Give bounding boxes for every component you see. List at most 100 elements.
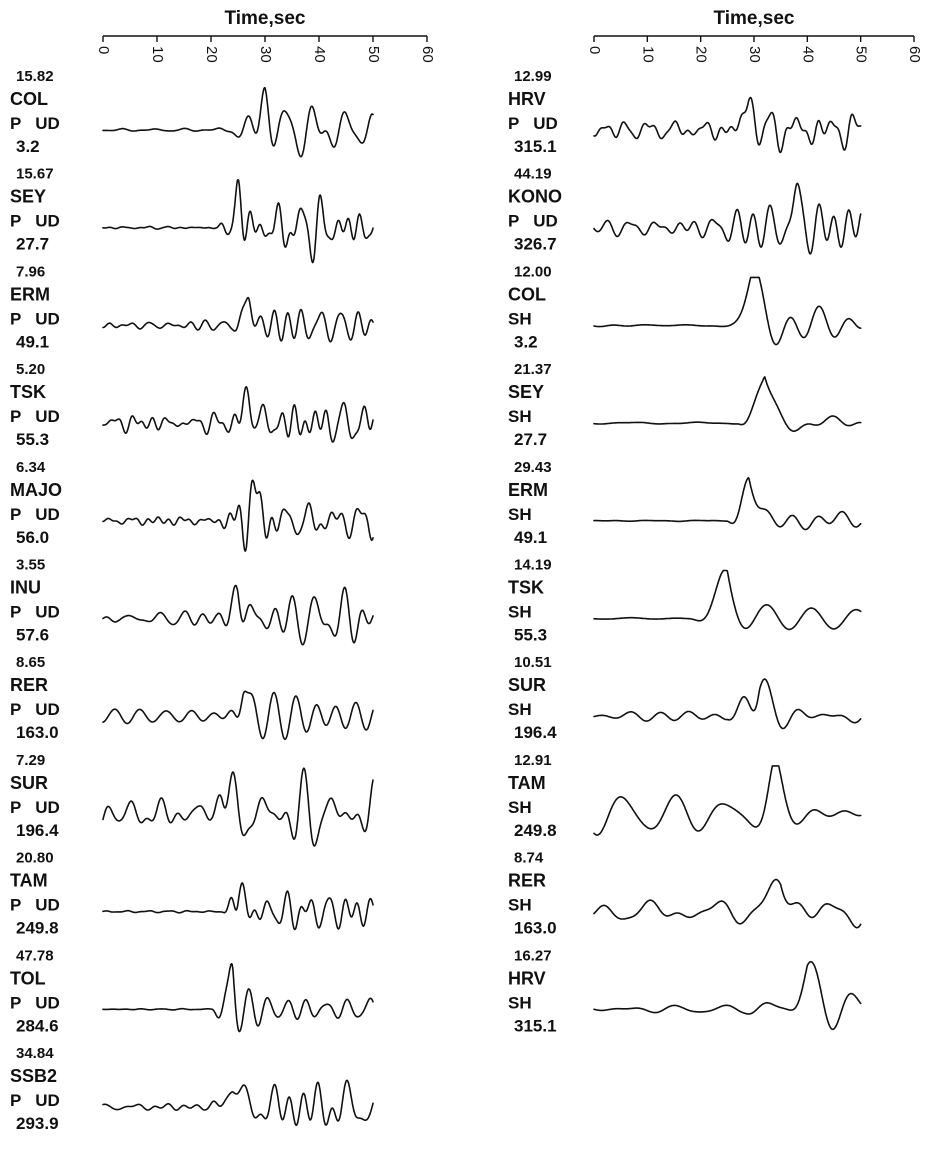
x-tick-label: 10 xyxy=(639,46,656,63)
station-label: RER xyxy=(10,675,48,695)
component-label: P UD xyxy=(10,896,60,915)
x-tick-label: 0 xyxy=(586,46,603,54)
waveform-trace xyxy=(593,96,862,154)
component-label: SH xyxy=(508,309,532,328)
azimuth-label: 27.7 xyxy=(514,430,547,449)
azimuth-label: 315.1 xyxy=(514,137,557,156)
x-tick-label: 0 xyxy=(95,46,112,54)
component-label: SH xyxy=(508,896,532,915)
azimuth-label: 249.8 xyxy=(514,821,557,840)
waveform-trace xyxy=(102,178,374,264)
station-label: ERM xyxy=(508,480,548,500)
azimuth-label: 56.0 xyxy=(16,528,49,547)
amplitude-label: 34.84 xyxy=(16,1045,54,1062)
x-tick-label: 20 xyxy=(693,46,710,63)
waveform-trace xyxy=(102,690,374,741)
trace-group-tsk: 5.20 TSK P UD 55.3 xyxy=(10,361,374,449)
amplitude-label: 44.19 xyxy=(514,166,552,183)
waveform-trace xyxy=(593,678,862,730)
waveform-trace xyxy=(593,476,862,531)
waveform-trace xyxy=(102,385,374,443)
station-label: KONO xyxy=(508,187,562,207)
station-label: RER xyxy=(508,871,546,891)
amplitude-label: 20.80 xyxy=(16,850,54,867)
azimuth-label: 249.8 xyxy=(16,919,59,938)
waveform-trace xyxy=(593,182,862,255)
trace-group-sey: 21.37 SEY SH 27.7 xyxy=(508,361,862,449)
component-label: SH xyxy=(508,505,532,524)
azimuth-label: 3.2 xyxy=(16,137,40,156)
waveform-trace xyxy=(593,569,862,631)
azimuth-label: 196.4 xyxy=(514,723,557,742)
component-label: P UD xyxy=(10,212,60,231)
amplitude-label: 8.74 xyxy=(514,850,544,867)
waveform-trace xyxy=(593,878,862,929)
component-label: P UD xyxy=(10,309,60,328)
azimuth-label: 196.4 xyxy=(16,821,59,840)
trace-group-erm: 29.43 ERM SH 49.1 xyxy=(508,459,862,547)
amplitude-label: 6.34 xyxy=(16,459,46,476)
panel-2: Time,sec 0 10 20 30 40 50 60 12.99 HRV P UD 315.1 44… xyxy=(508,8,923,1035)
component-label: SH xyxy=(508,603,532,622)
amplitude-label: 10.51 xyxy=(514,654,552,671)
amplitude-label: 12.99 xyxy=(514,68,552,85)
component-label: P UD xyxy=(10,1091,60,1110)
azimuth-label: 163.0 xyxy=(514,919,557,938)
trace-group-col: 15.82 COL P UD 3.2 xyxy=(10,68,374,158)
azimuth-label: 27.7 xyxy=(16,235,49,254)
amplitude-label: 3.55 xyxy=(16,557,45,574)
trace-group-hrv: 12.99 HRV P UD 315.1 xyxy=(508,68,862,156)
waveform-trace xyxy=(102,962,374,1033)
trace-group-kono: 44.19 KONO P UD 326.7 xyxy=(508,166,862,255)
x-tick-label: 50 xyxy=(853,46,870,63)
station-label: INU xyxy=(10,578,41,598)
x-tick-label: 40 xyxy=(311,46,328,63)
trace-group-erm: 7.96 ERM P UD 49.1 xyxy=(10,263,374,351)
amplitude-label: 47.78 xyxy=(16,947,54,964)
azimuth-label: 315.1 xyxy=(514,1016,557,1035)
station-label: SEY xyxy=(10,187,46,207)
trace-group-majo: 6.34 MAJO P UD 56.0 xyxy=(10,459,374,552)
waveform-trace xyxy=(102,479,374,552)
component-label: SH xyxy=(508,798,532,817)
trace-group-tam: 12.91 TAM SH 249.8 xyxy=(508,752,862,840)
component-label: P UD xyxy=(10,993,60,1012)
x-tick-label: 60 xyxy=(906,46,923,63)
azimuth-label: 55.3 xyxy=(16,430,49,449)
component-label: P UD xyxy=(10,505,60,524)
station-label: TSK xyxy=(508,578,544,598)
station-label: HRV xyxy=(508,89,546,109)
trace-group-tsk: 14.19 TSK SH 55.3 xyxy=(508,557,862,645)
x-tick-label: 50 xyxy=(365,46,382,63)
waveform-trace xyxy=(102,584,374,646)
x-axis-title: Time,sec xyxy=(714,8,795,29)
azimuth-label: 55.3 xyxy=(514,626,547,645)
azimuth-label: 284.6 xyxy=(16,1016,59,1035)
trace-group-sur: 7.29 SUR P UD 196.4 xyxy=(10,752,374,847)
trace-group-col: 12.00 COL SH 3.2 xyxy=(508,263,862,351)
trace-group-sey: 15.67 SEY P UD 27.7 xyxy=(10,166,374,264)
trace-group-rer: 8.65 RER P UD 163.0 xyxy=(10,654,374,742)
amplitude-label: 14.19 xyxy=(514,557,552,574)
station-label: SEY xyxy=(508,382,544,402)
amplitude-label: 21.37 xyxy=(514,361,552,378)
azimuth-label: 326.7 xyxy=(514,235,557,254)
trace-group-inu: 3.55 INU P UD 57.6 xyxy=(10,557,374,646)
waveform-trace xyxy=(102,767,374,847)
station-label: TAM xyxy=(508,773,546,793)
station-label: TSK xyxy=(10,382,46,402)
component-label: SH xyxy=(508,993,532,1012)
station-label: ERM xyxy=(10,284,50,304)
station-label: TOL xyxy=(10,968,46,988)
azimuth-label: 293.9 xyxy=(16,1114,59,1133)
amplitude-label: 29.43 xyxy=(514,459,552,476)
component-label: P UD xyxy=(10,114,60,133)
x-tick-label: 40 xyxy=(799,46,816,63)
trace-group-hrv: 16.27 HRV SH 315.1 xyxy=(508,947,862,1035)
amplitude-label: 16.27 xyxy=(514,947,552,964)
waveform-trace xyxy=(102,87,374,158)
station-label: MAJO xyxy=(10,480,62,500)
station-label: SUR xyxy=(508,675,546,695)
